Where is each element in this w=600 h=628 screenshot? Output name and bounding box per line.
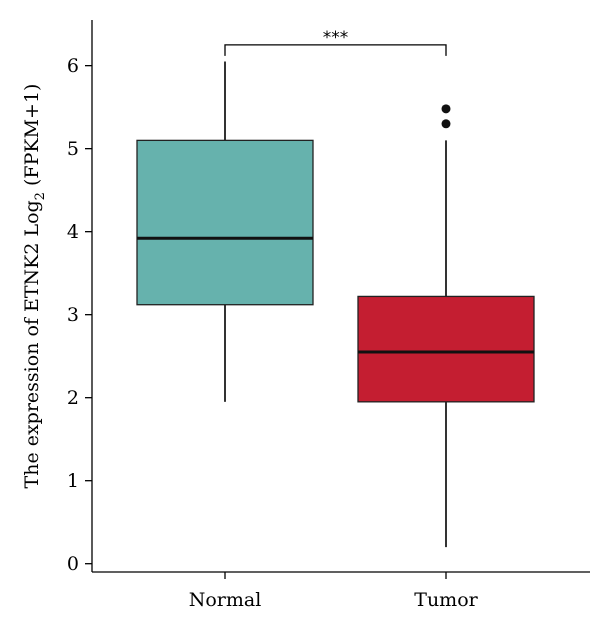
y-axis-label-main: The expression of ETNK2 Log: [21, 200, 43, 488]
y-axis: 0 1 2 3 4 5 6: [67, 20, 93, 575]
y-axis-label: The expression of ETNK2 Log2 (FPKM+1): [21, 84, 48, 489]
y-tick-label: 5: [67, 138, 79, 160]
iqr-box: [136, 139, 314, 306]
box-normal: [136, 61, 314, 402]
y-tick-label: 2: [67, 387, 79, 409]
y-axis-label-tail: (FPKM+1): [21, 84, 43, 193]
y-tick-label: 4: [67, 221, 79, 243]
y-tick-label: 3: [67, 304, 79, 326]
outlier-point: [441, 119, 451, 129]
x-axis: Normal Tumor: [92, 571, 590, 611]
outlier-point: [441, 104, 451, 114]
y-tick-label: 0: [67, 553, 79, 575]
significance-bracket: [224, 44, 447, 56]
y-tick-label: 6: [67, 55, 79, 77]
boxes: [136, 61, 535, 548]
box-tumor: [357, 104, 535, 548]
y-tick-label: 1: [67, 470, 79, 492]
y-axis-label-subscript: 2: [33, 192, 48, 200]
significance-label: ***: [323, 28, 349, 48]
x-tick-label: Tumor: [414, 589, 478, 611]
significance-annotation: ***: [224, 28, 447, 56]
iqr-box: [357, 295, 535, 403]
x-tick-label: Normal: [189, 589, 262, 611]
